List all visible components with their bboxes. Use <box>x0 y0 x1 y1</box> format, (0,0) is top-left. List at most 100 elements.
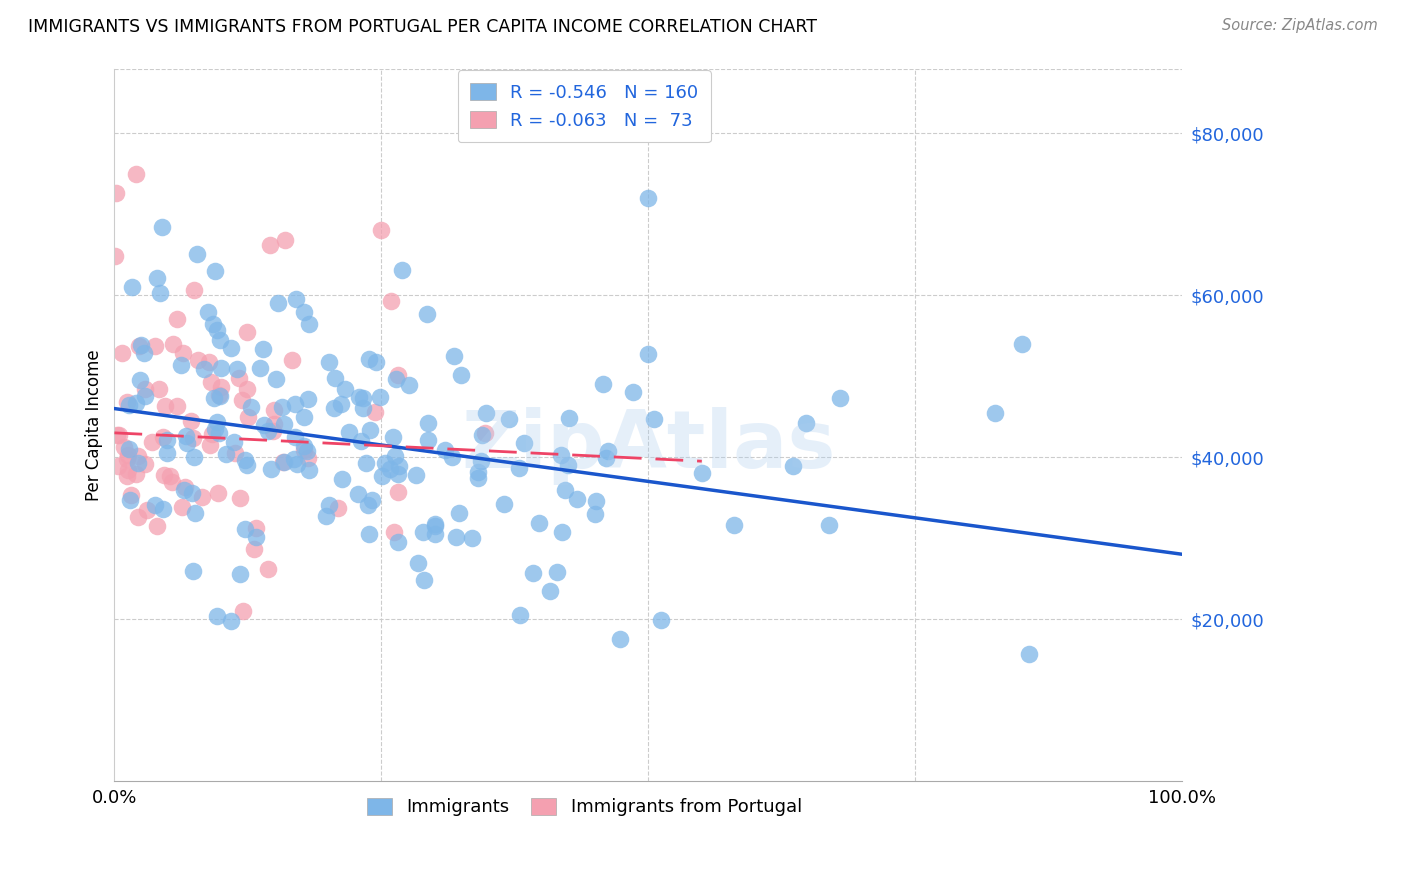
Point <box>583 507 606 521</box>
Point <box>253 417 276 432</box>
Point <box>364 405 387 419</box>
Point <box>148 382 170 396</box>
Point <box>174 480 197 494</box>
Point <box>104 249 127 263</box>
Point <box>201 317 224 331</box>
Point <box>370 223 392 237</box>
Point <box>202 392 225 406</box>
Point <box>508 460 530 475</box>
Point <box>134 457 156 471</box>
Point <box>174 429 197 443</box>
Point <box>292 439 315 453</box>
Point <box>471 428 494 442</box>
Point <box>382 524 405 539</box>
Point <box>350 434 373 448</box>
Point <box>326 500 349 515</box>
Point <box>233 522 256 536</box>
Point <box>297 450 319 465</box>
Point <box>198 438 221 452</box>
Point <box>384 449 406 463</box>
Point <box>360 493 382 508</box>
Point <box>357 527 380 541</box>
Point <box>585 494 607 508</box>
Point <box>412 574 434 588</box>
Point <box>356 499 378 513</box>
Point <box>128 373 150 387</box>
Point <box>292 305 315 319</box>
Point <box>398 378 420 392</box>
Point <box>381 430 404 444</box>
Y-axis label: Per Capita Income: Per Capita Income <box>86 349 103 500</box>
Point <box>318 498 340 512</box>
Point <box>249 360 271 375</box>
Point <box>273 455 295 469</box>
Point <box>156 433 179 447</box>
Point <box>643 411 665 425</box>
Point <box>129 338 152 352</box>
Point <box>187 352 209 367</box>
Point <box>461 531 484 545</box>
Point <box>208 426 231 441</box>
Point <box>298 317 321 331</box>
Point <box>243 542 266 557</box>
Point <box>285 457 308 471</box>
Point <box>259 238 281 252</box>
Point <box>378 461 401 475</box>
Point <box>104 186 127 200</box>
Point <box>467 471 489 485</box>
Point <box>347 487 370 501</box>
Point <box>984 406 1007 420</box>
Point <box>498 412 520 426</box>
Point <box>252 342 274 356</box>
Point <box>152 430 174 444</box>
Point <box>118 492 141 507</box>
Point <box>550 448 572 462</box>
Point <box>262 424 284 438</box>
Point <box>107 427 129 442</box>
Point <box>494 497 516 511</box>
Point <box>596 444 619 458</box>
Point <box>209 380 232 394</box>
Point <box>558 411 581 425</box>
Point <box>387 534 409 549</box>
Point <box>155 399 177 413</box>
Point <box>637 191 659 205</box>
Point <box>449 506 471 520</box>
Point <box>388 459 411 474</box>
Point <box>359 423 381 437</box>
Point <box>352 391 374 405</box>
Point <box>229 567 252 582</box>
Point <box>273 417 295 431</box>
Point <box>166 399 188 413</box>
Point <box>387 467 409 481</box>
Point <box>418 434 440 448</box>
Point <box>538 584 561 599</box>
Point <box>283 451 305 466</box>
Point <box>522 566 544 581</box>
Point <box>330 472 353 486</box>
Point <box>380 294 402 309</box>
Point <box>387 368 409 382</box>
Point <box>425 527 447 541</box>
Point <box>132 345 155 359</box>
Point <box>416 416 439 430</box>
Point <box>181 486 204 500</box>
Point <box>263 417 285 431</box>
Point <box>186 247 208 261</box>
Point <box>551 524 574 539</box>
Point <box>162 337 184 351</box>
Point <box>204 264 226 278</box>
Point <box>318 355 340 369</box>
Point <box>391 262 413 277</box>
Point <box>259 462 281 476</box>
Point <box>107 458 129 473</box>
Point <box>433 442 456 457</box>
Point <box>371 469 394 483</box>
Point <box>219 341 242 355</box>
Point <box>271 455 294 469</box>
Point <box>284 430 307 444</box>
Point <box>621 384 644 399</box>
Text: IMMIGRANTS VS IMMIGRANTS FROM PORTUGAL PER CAPITA INCOME CORRELATION CHART: IMMIGRANTS VS IMMIGRANTS FROM PORTUGAL P… <box>28 18 817 36</box>
Point <box>225 362 247 376</box>
Point <box>557 458 579 473</box>
